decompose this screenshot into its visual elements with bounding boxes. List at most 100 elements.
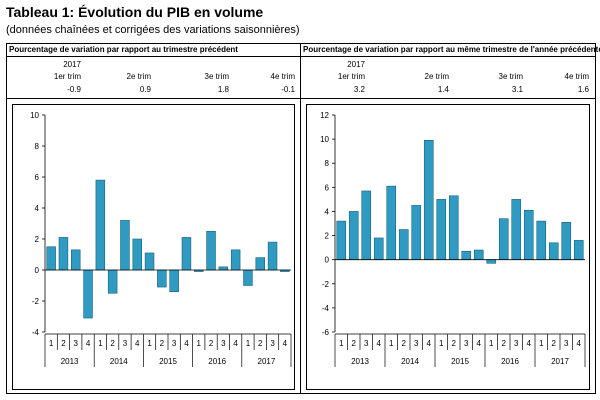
bar xyxy=(169,269,179,293)
bar xyxy=(423,140,434,260)
y-tick-label: -4 xyxy=(322,304,330,313)
quarter-tick-label: 4 xyxy=(577,339,582,348)
panel-divider xyxy=(7,98,300,99)
bar xyxy=(71,249,81,271)
summary-quarter-label: 2e trim xyxy=(126,72,151,81)
y-tick-label: 4 xyxy=(325,207,330,216)
bar xyxy=(267,241,278,271)
y-tick-label: 10 xyxy=(320,135,329,144)
bar xyxy=(498,218,509,260)
quarter-tick-label: 3 xyxy=(564,339,569,348)
quarter-tick-label: 3 xyxy=(221,339,226,348)
summary-quarter-value: -0.9 xyxy=(67,85,81,94)
bar xyxy=(548,242,559,260)
bar xyxy=(511,199,522,260)
quarter-tick-label: 2 xyxy=(452,339,457,348)
bar xyxy=(361,190,372,260)
y-tick-label: 6 xyxy=(35,173,40,182)
quarter-tick-label: 3 xyxy=(364,339,369,348)
bar xyxy=(107,269,118,294)
bar xyxy=(573,240,584,260)
year-tick-label: 2015 xyxy=(159,357,177,366)
quarter-tick-label: 3 xyxy=(514,339,519,348)
summary-quarter-value: 1.4 xyxy=(437,85,449,94)
bar xyxy=(206,230,216,271)
bar xyxy=(536,220,547,260)
year-tick-label: 2016 xyxy=(208,357,226,366)
quarter-tick-label: 2 xyxy=(258,339,263,348)
y-tick-label: -6 xyxy=(322,328,330,337)
summary-quarter-label: 3e trim xyxy=(498,72,523,81)
y-tick-label: 10 xyxy=(30,111,39,120)
summary-quarter-label: 1er trim xyxy=(53,72,81,81)
bar xyxy=(348,211,359,260)
quarter-tick-label: 3 xyxy=(123,339,128,348)
summary-quarter-label: 4e trim xyxy=(564,72,589,81)
quarter-tick-label: 4 xyxy=(233,339,238,348)
year-tick-label: 2017 xyxy=(551,357,569,366)
panel-title-yearly: Pourcentage de variation par rapport au … xyxy=(303,45,600,54)
y-tick-label: 0 xyxy=(35,266,40,275)
y-tick-label: 2 xyxy=(325,232,330,241)
bar xyxy=(255,257,265,271)
bar xyxy=(411,205,422,260)
bar xyxy=(243,269,253,286)
bar xyxy=(373,237,384,260)
summary-quarter-value: -0.1 xyxy=(281,85,295,94)
quarter-tick-label: 1 xyxy=(197,339,202,348)
year-tick-label: 2016 xyxy=(501,357,519,366)
bar xyxy=(120,220,130,271)
bar xyxy=(398,229,409,260)
quarter-tick-label: 2 xyxy=(502,339,507,348)
quarter-tick-label: 4 xyxy=(477,339,482,348)
bar xyxy=(95,179,106,271)
bar xyxy=(486,259,497,264)
y-tick-label: 6 xyxy=(325,183,330,192)
panel-quarterly: Pourcentage de variation par rapport au … xyxy=(6,43,301,394)
quarter-tick-label: 3 xyxy=(414,339,419,348)
quarter-tick-label: 1 xyxy=(49,339,54,348)
quarter-tick-label: 2 xyxy=(110,339,115,348)
y-tick-label: 0 xyxy=(325,256,330,265)
quarter-tick-label: 2 xyxy=(552,339,557,348)
year-tick-label: 2017 xyxy=(258,357,276,366)
header-divider xyxy=(301,56,595,57)
summary-year: 2017 xyxy=(63,60,81,69)
summary-year: 2017 xyxy=(347,60,365,69)
bar xyxy=(157,269,167,288)
summary-quarter-label: 3e trim xyxy=(204,72,229,81)
bar xyxy=(83,269,93,319)
summary-quarter-label: 1er trim xyxy=(337,72,365,81)
y-tick-label: 8 xyxy=(325,159,330,168)
quarter-tick-label: 4 xyxy=(377,339,382,348)
bar xyxy=(461,250,472,260)
y-tick-label: 2 xyxy=(35,235,40,244)
panel-yearly: Pourcentage de variation par rapport au … xyxy=(300,43,600,394)
bar xyxy=(386,185,397,260)
panel-divider xyxy=(301,98,595,99)
quarter-tick-label: 2 xyxy=(402,339,407,348)
quarter-tick-label: 4 xyxy=(527,339,532,348)
bar xyxy=(336,220,347,260)
summary-quarter-label: 2e trim xyxy=(424,72,449,81)
summary-quarter-value: 1.8 xyxy=(217,85,229,94)
bar xyxy=(473,249,484,260)
y-tick-label: -2 xyxy=(322,280,330,289)
bar xyxy=(230,249,241,271)
year-tick-label: 2014 xyxy=(401,357,419,366)
bar xyxy=(58,237,69,271)
bar xyxy=(181,237,192,271)
quarter-tick-label: 1 xyxy=(339,339,344,348)
quarter-tick-label: 1 xyxy=(98,339,103,348)
bar xyxy=(561,221,572,260)
quarter-tick-label: 4 xyxy=(427,339,432,348)
chart-box-yearly: -6 -4 -2 0 2 4 6 8 10 12 1 2 3 4 1 2 3 4 1 2 3 4 1 2 3 4 1 2 3 4 2013 2… xyxy=(306,104,590,390)
y-tick-label: 12 xyxy=(320,111,329,120)
year-tick-label: 2014 xyxy=(110,357,128,366)
header-divider xyxy=(7,56,300,57)
quarter-tick-label: 4 xyxy=(283,339,288,348)
bar xyxy=(218,266,229,271)
y-tick-label: -2 xyxy=(32,297,40,306)
